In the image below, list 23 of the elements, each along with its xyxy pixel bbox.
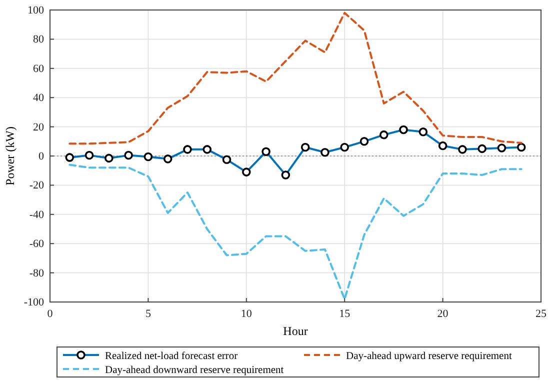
x-tick-label: 20 — [437, 308, 449, 320]
y-tick-label: -20 — [29, 180, 44, 192]
x-tick-label: 5 — [145, 308, 152, 320]
x-tick-label: 25 — [536, 308, 547, 320]
y-tick-label: -60 — [29, 238, 44, 250]
y-tick-label: -40 — [29, 208, 44, 221]
line-series — [68, 164, 522, 300]
y-tick-label: 100 — [28, 4, 44, 17]
x-tick-label: 15 — [339, 308, 351, 320]
x-tick-label: 0 — [47, 308, 54, 320]
y-tick-label: 80 — [33, 34, 44, 46]
y-tick-label: 20 — [33, 121, 44, 134]
y-tick-label: 60 — [33, 62, 44, 75]
y-tick-label: 40 — [33, 92, 44, 104]
legend-label: Day-ahead upward reserve requirement — [346, 351, 512, 362]
x-tick-label: 10 — [240, 308, 252, 320]
y-tick-label: -100 — [24, 296, 44, 309]
y-axis-title: Power (kW) — [3, 126, 17, 186]
y-tick-label: -80 — [29, 267, 44, 280]
legend-label: Realized net-load forecast error — [105, 351, 238, 362]
y-tick-label: 0 — [38, 150, 44, 163]
legend-label: Day-ahead downward reserve requirement — [105, 365, 284, 376]
x-axis-title: Hour — [283, 324, 308, 338]
